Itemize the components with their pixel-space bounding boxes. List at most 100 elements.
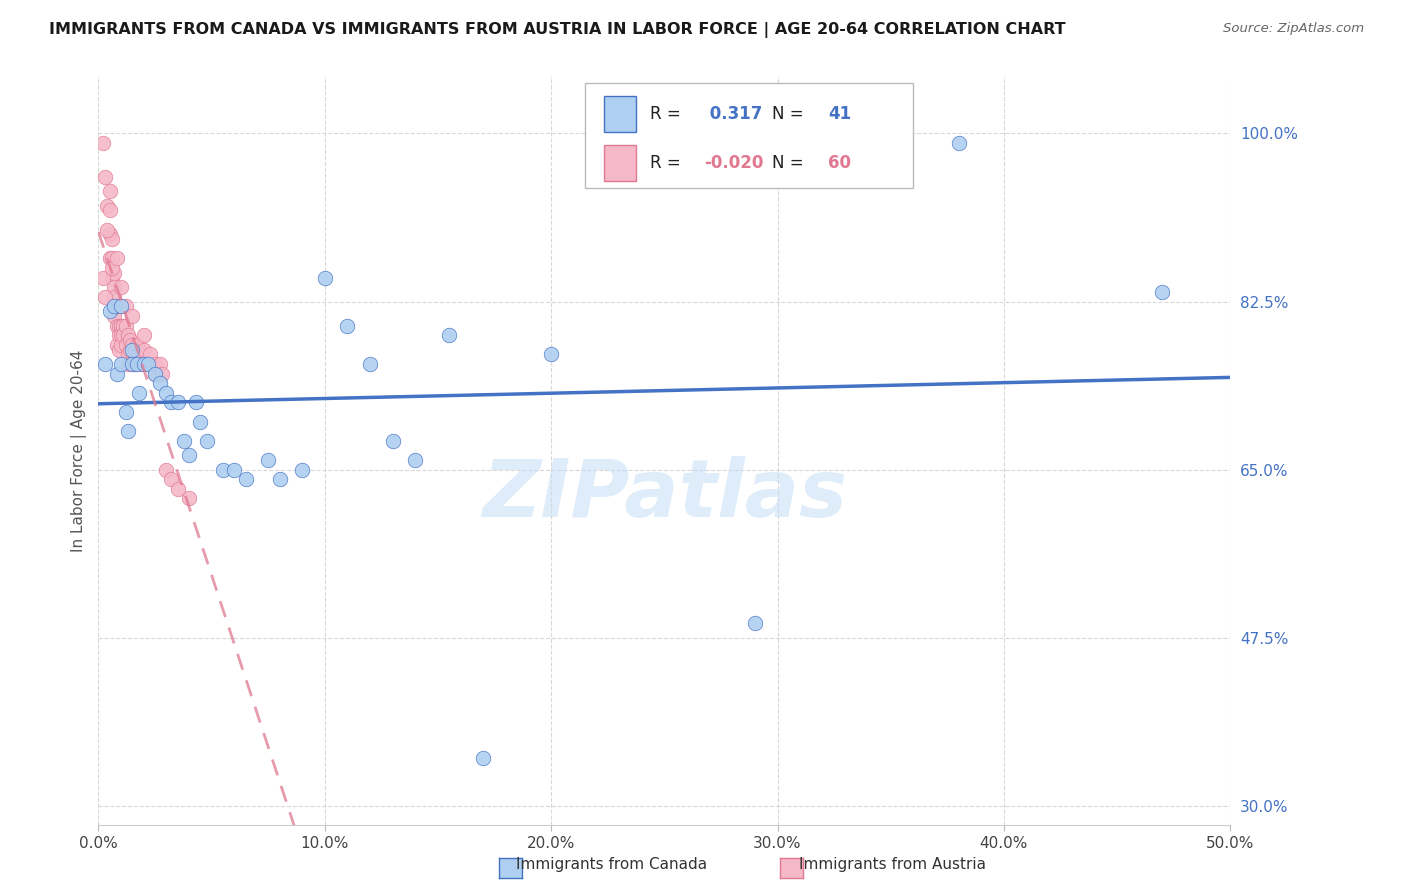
Point bbox=[155, 385, 177, 400]
Point bbox=[173, 434, 195, 448]
Point bbox=[291, 463, 314, 477]
Point bbox=[948, 136, 970, 150]
Point bbox=[94, 169, 117, 184]
Point bbox=[117, 347, 139, 361]
Point bbox=[105, 252, 128, 266]
FancyBboxPatch shape bbox=[605, 145, 636, 180]
Point bbox=[150, 367, 173, 381]
Point bbox=[359, 357, 381, 371]
Point bbox=[101, 260, 124, 275]
Text: IMMIGRANTS FROM CANADA VS IMMIGRANTS FROM AUSTRIA IN LABOR FORCE | AGE 20-64 COR: IMMIGRANTS FROM CANADA VS IMMIGRANTS FRO… bbox=[49, 22, 1066, 38]
Point bbox=[107, 328, 129, 343]
Point bbox=[107, 343, 129, 357]
Text: 60: 60 bbox=[828, 153, 852, 171]
Point bbox=[98, 184, 121, 198]
Text: ZIPatlas: ZIPatlas bbox=[482, 457, 846, 534]
Point bbox=[114, 318, 136, 333]
Point bbox=[540, 347, 562, 361]
Point bbox=[110, 338, 132, 352]
Point bbox=[160, 395, 183, 409]
Point bbox=[101, 252, 124, 266]
Point bbox=[314, 270, 336, 285]
Text: N =: N = bbox=[772, 105, 808, 123]
Point bbox=[195, 434, 218, 448]
Point bbox=[143, 367, 166, 381]
Point bbox=[212, 463, 235, 477]
Point bbox=[472, 751, 495, 765]
Point bbox=[98, 227, 121, 242]
Point bbox=[160, 472, 183, 486]
Point bbox=[112, 328, 135, 343]
Point bbox=[105, 367, 128, 381]
Point bbox=[125, 338, 148, 352]
Point bbox=[103, 280, 125, 294]
Point bbox=[136, 357, 159, 371]
Point bbox=[224, 463, 246, 477]
Point bbox=[110, 299, 132, 313]
Point bbox=[114, 338, 136, 352]
Point bbox=[101, 232, 124, 246]
Point bbox=[105, 299, 128, 313]
Point bbox=[184, 395, 207, 409]
Point bbox=[128, 347, 150, 361]
Point bbox=[96, 198, 118, 212]
Point bbox=[114, 299, 136, 313]
Point bbox=[139, 347, 162, 361]
Point bbox=[177, 448, 200, 462]
Point bbox=[120, 343, 142, 357]
Point bbox=[103, 290, 125, 304]
Point bbox=[336, 318, 359, 333]
Text: 0.317: 0.317 bbox=[704, 105, 762, 123]
Point bbox=[148, 376, 170, 391]
Point bbox=[101, 270, 124, 285]
Point bbox=[132, 357, 155, 371]
Point bbox=[103, 299, 125, 313]
Point bbox=[91, 136, 114, 150]
Text: N =: N = bbox=[772, 153, 808, 171]
Point bbox=[166, 482, 188, 496]
Point bbox=[124, 357, 146, 371]
Y-axis label: In Labor Force | Age 20-64: In Labor Force | Age 20-64 bbox=[72, 350, 87, 551]
Point bbox=[110, 357, 132, 371]
Point bbox=[1152, 285, 1174, 299]
Text: Immigrants from Canada: Immigrants from Canada bbox=[516, 857, 707, 872]
Point bbox=[121, 357, 143, 371]
Point bbox=[128, 385, 150, 400]
Point bbox=[98, 252, 121, 266]
Point bbox=[132, 328, 155, 343]
Text: Source: ZipAtlas.com: Source: ZipAtlas.com bbox=[1223, 22, 1364, 36]
Point bbox=[235, 472, 257, 486]
Point bbox=[103, 266, 125, 280]
Point bbox=[125, 357, 148, 371]
Point bbox=[404, 453, 426, 467]
Point bbox=[143, 357, 166, 371]
Point bbox=[143, 367, 166, 381]
Point bbox=[121, 357, 143, 371]
Point bbox=[117, 424, 139, 438]
Point bbox=[269, 472, 291, 486]
Text: R =: R = bbox=[650, 105, 686, 123]
Point bbox=[166, 395, 188, 409]
Point bbox=[96, 222, 118, 236]
Point bbox=[121, 309, 143, 323]
Point bbox=[439, 328, 461, 343]
FancyBboxPatch shape bbox=[605, 95, 636, 132]
Point bbox=[124, 343, 146, 357]
Text: Immigrants from Austria: Immigrants from Austria bbox=[799, 857, 987, 872]
Text: 41: 41 bbox=[828, 105, 852, 123]
Point bbox=[98, 304, 121, 318]
Text: -0.020: -0.020 bbox=[704, 153, 763, 171]
Point bbox=[117, 357, 139, 371]
Point bbox=[132, 343, 155, 357]
Point bbox=[121, 338, 143, 352]
Point bbox=[110, 328, 132, 343]
Point bbox=[112, 318, 135, 333]
Point bbox=[155, 463, 177, 477]
Point bbox=[120, 333, 142, 347]
Point bbox=[148, 357, 170, 371]
Point bbox=[136, 357, 159, 371]
Point bbox=[188, 415, 211, 429]
Point bbox=[121, 343, 143, 357]
Point bbox=[105, 318, 128, 333]
Point bbox=[91, 270, 114, 285]
